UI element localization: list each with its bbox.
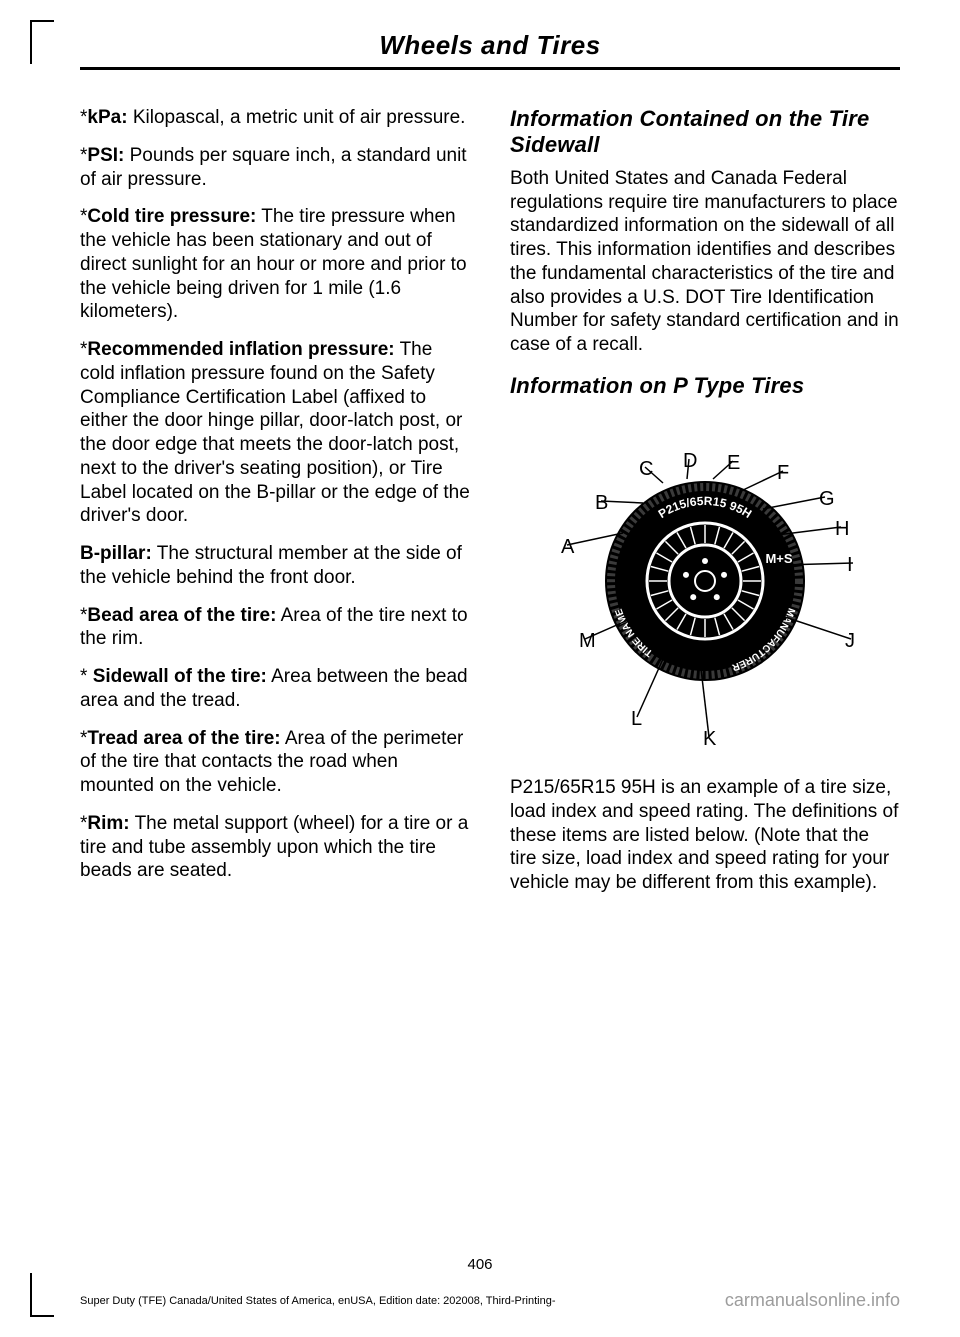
- para-example: P215/65R15 95H is an example of a tire s…: [510, 776, 900, 895]
- entry-term: Cold tire pressure:: [87, 206, 256, 227]
- diagram-label: I: [847, 554, 853, 576]
- footer-meta: Super Duty (TFE) Canada/United States of…: [80, 1295, 555, 1307]
- entry-term: PSI:: [87, 145, 124, 166]
- glossary-entry: *kPa: Kilopascal, a metric unit of air p…: [80, 106, 470, 130]
- right-column: Information Contained on the Tire Sidewa…: [510, 106, 900, 911]
- tire-diagram-svg: P215/65R15 95HTIRE NAMEMANUFACTURERM+SAB…: [535, 413, 875, 753]
- entry-term: Sidewall of the tire:: [93, 666, 267, 687]
- diagram-label: G: [819, 488, 835, 510]
- glossary-entry: *Rim: The metal support (wheel) for a ti…: [80, 812, 470, 883]
- entry-text: The cold inflation pressure found on the…: [80, 339, 470, 526]
- entry-term: kPa:: [87, 107, 127, 128]
- diagram-label: E: [727, 452, 740, 474]
- heading-sidewall-info: Information Contained on the Tire Sidewa…: [510, 106, 900, 159]
- glossary-entry: *Tread area of the tire: Area of the per…: [80, 727, 470, 798]
- glossary-entry: * Sidewall of the tire: Area between the…: [80, 665, 470, 713]
- diagram-label: K: [703, 728, 717, 750]
- page: Wheels and Tires * kPa: Kilopascal, a met…: [0, 0, 960, 1337]
- glossary-entry: *Recommended inflation pressure: The col…: [80, 338, 470, 528]
- glossary-entry: *Bead area of the tire: Area of the tire…: [80, 604, 470, 652]
- crop-mark-bl: [30, 1273, 54, 1317]
- diagram-label: A: [561, 536, 575, 558]
- glossary-entry: *Cold tire pressure: The tire pressure w…: [80, 205, 470, 324]
- entry-term: Tread area of the tire:: [87, 728, 280, 749]
- page-header: Wheels and Tires: [80, 30, 900, 70]
- entry-text: Kilopascal, a metric unit of air pressur…: [128, 107, 466, 128]
- diagram-label: L: [631, 708, 642, 730]
- entry-text: Pounds per square inch, a standard unit …: [80, 145, 467, 190]
- entry-term: Rim:: [87, 813, 129, 834]
- watermark: carmanualsonline.info: [725, 1290, 900, 1311]
- page-number: 406: [0, 1256, 960, 1273]
- diagram-label: B: [595, 492, 608, 514]
- diagram-label: D: [683, 450, 697, 472]
- diagram-label: C: [639, 458, 653, 480]
- entry-term: B-pillar:: [80, 543, 152, 564]
- crop-mark-tl: [30, 20, 54, 64]
- diagram-label: J: [845, 630, 855, 652]
- heading-p-type: Information on P Type Tires: [510, 373, 900, 399]
- para-sidewall-info: Both United States and Canada Federal re…: [510, 167, 900, 357]
- header-title: Wheels and Tires: [80, 30, 900, 61]
- content-columns: * kPa: Kilopascal, a metric unit of air p…: [80, 106, 900, 911]
- entry-prefix: *: [80, 666, 93, 687]
- svg-text:M+S: M+S: [765, 551, 792, 566]
- diagram-label: F: [777, 462, 789, 484]
- glossary-entry: *PSI: Pounds per square inch, a standard…: [80, 144, 470, 192]
- tire-diagram: P215/65R15 95HTIRE NAMEMANUFACTURERM+SAB…: [510, 413, 900, 758]
- entry-term: Bead area of the tire:: [87, 605, 276, 626]
- diagram-label: M: [579, 630, 596, 652]
- entry-term: Recommended inflation pressure:: [87, 339, 394, 360]
- left-column: * kPa: Kilopascal, a metric unit of air p…: [80, 106, 470, 911]
- entry-text: The metal support (wheel) for a tire or …: [80, 813, 468, 882]
- glossary-entry: B-pillar: The structural member at the s…: [80, 542, 470, 590]
- diagram-label: H: [835, 518, 849, 540]
